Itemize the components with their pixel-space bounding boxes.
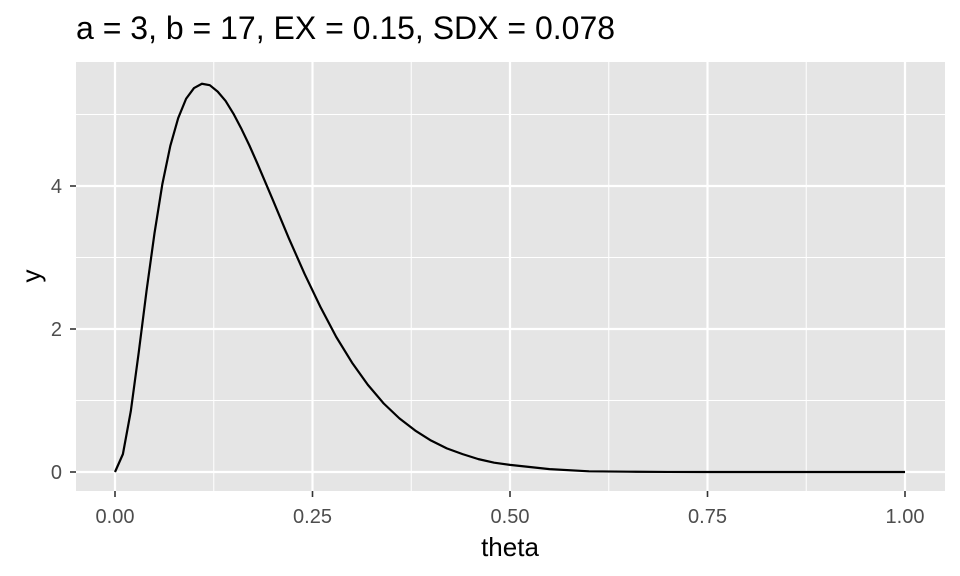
y-tick-label: 2 xyxy=(51,319,62,341)
x-axis-title: theta xyxy=(481,532,539,562)
x-axis-ticks: 0.00 0.25 0.50 0.75 1.00 xyxy=(96,491,925,528)
y-tick-label: 0 xyxy=(51,462,62,484)
y-axis-ticks: 0 2 4 xyxy=(51,176,76,484)
x-tick-label: 0.25 xyxy=(293,506,332,528)
y-axis-title: y xyxy=(16,270,46,283)
density-line xyxy=(113,82,905,474)
x-tick-label: 0.50 xyxy=(491,506,530,528)
y-tick-label: 4 xyxy=(51,176,62,198)
x-tick-label: 0.00 xyxy=(96,506,135,528)
grid-major xyxy=(76,62,945,491)
x-tick-label: 1.00 xyxy=(886,506,925,528)
x-tick-label: 0.75 xyxy=(688,506,727,528)
chart-title: a = 3, b = 17, EX = 0.15, SDX = 0.078 xyxy=(76,10,615,46)
